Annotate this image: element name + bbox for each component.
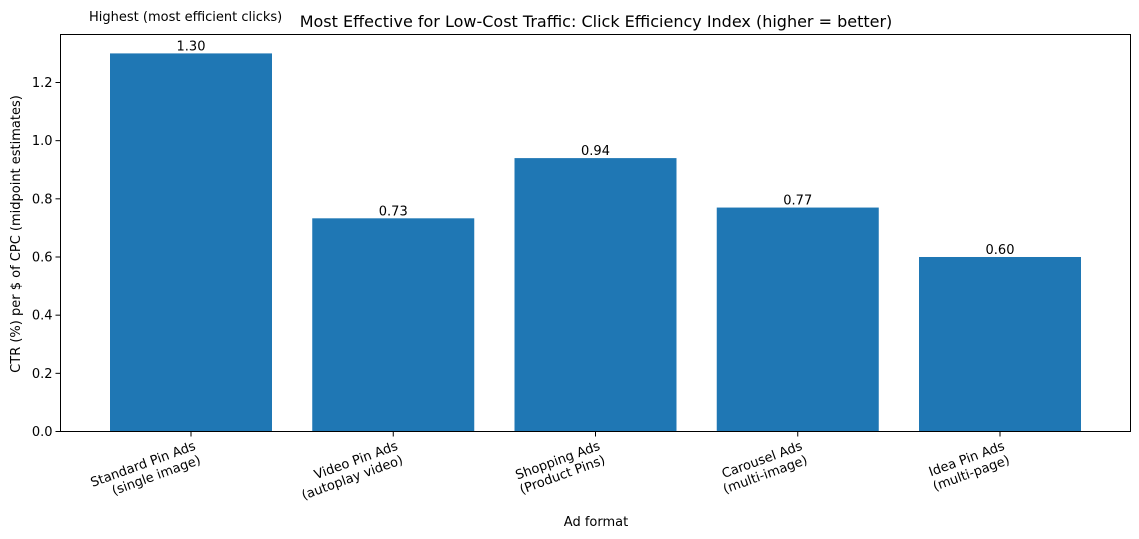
y-tick-label: 0.0 xyxy=(32,425,53,440)
y-tick-label: 0.4 xyxy=(32,309,53,324)
chart-title: Most Effective for Low-Cost Traffic: Cli… xyxy=(300,12,893,31)
bar-value-label: 0.94 xyxy=(581,144,610,159)
bar-value-label: 0.73 xyxy=(379,204,408,219)
bar-value-label: 0.77 xyxy=(783,194,812,209)
y-tick-label: 0.6 xyxy=(32,250,53,265)
bar xyxy=(514,158,677,432)
bar xyxy=(919,256,1081,432)
y-tick-label: 1.2 xyxy=(32,76,53,91)
bar-value-label: 1.30 xyxy=(177,39,206,54)
x-axis-label: Ad format xyxy=(564,515,628,530)
data-labels-group: 1.30 0.73 0.94 0.77 0.60 xyxy=(177,39,1015,258)
bar xyxy=(312,218,475,432)
y-axis-label: CTR (%) per $ of CPC (midpoint estimates… xyxy=(9,95,24,373)
bars-group xyxy=(110,53,1081,432)
top-bar-annotation: Highest (most efficient clicks) xyxy=(89,10,282,25)
y-tick-label: 1.0 xyxy=(32,134,53,149)
y-tick-label: 0.8 xyxy=(32,192,53,207)
bar-value-label: 0.60 xyxy=(986,243,1015,258)
y-tick-label: 0.2 xyxy=(32,367,53,382)
bar xyxy=(110,53,272,432)
bar xyxy=(716,207,879,432)
y-axis-ticks: 0.0 0.2 0.4 0.6 0.8 1.0 1.2 xyxy=(32,76,61,440)
plot-frame xyxy=(60,34,1131,432)
